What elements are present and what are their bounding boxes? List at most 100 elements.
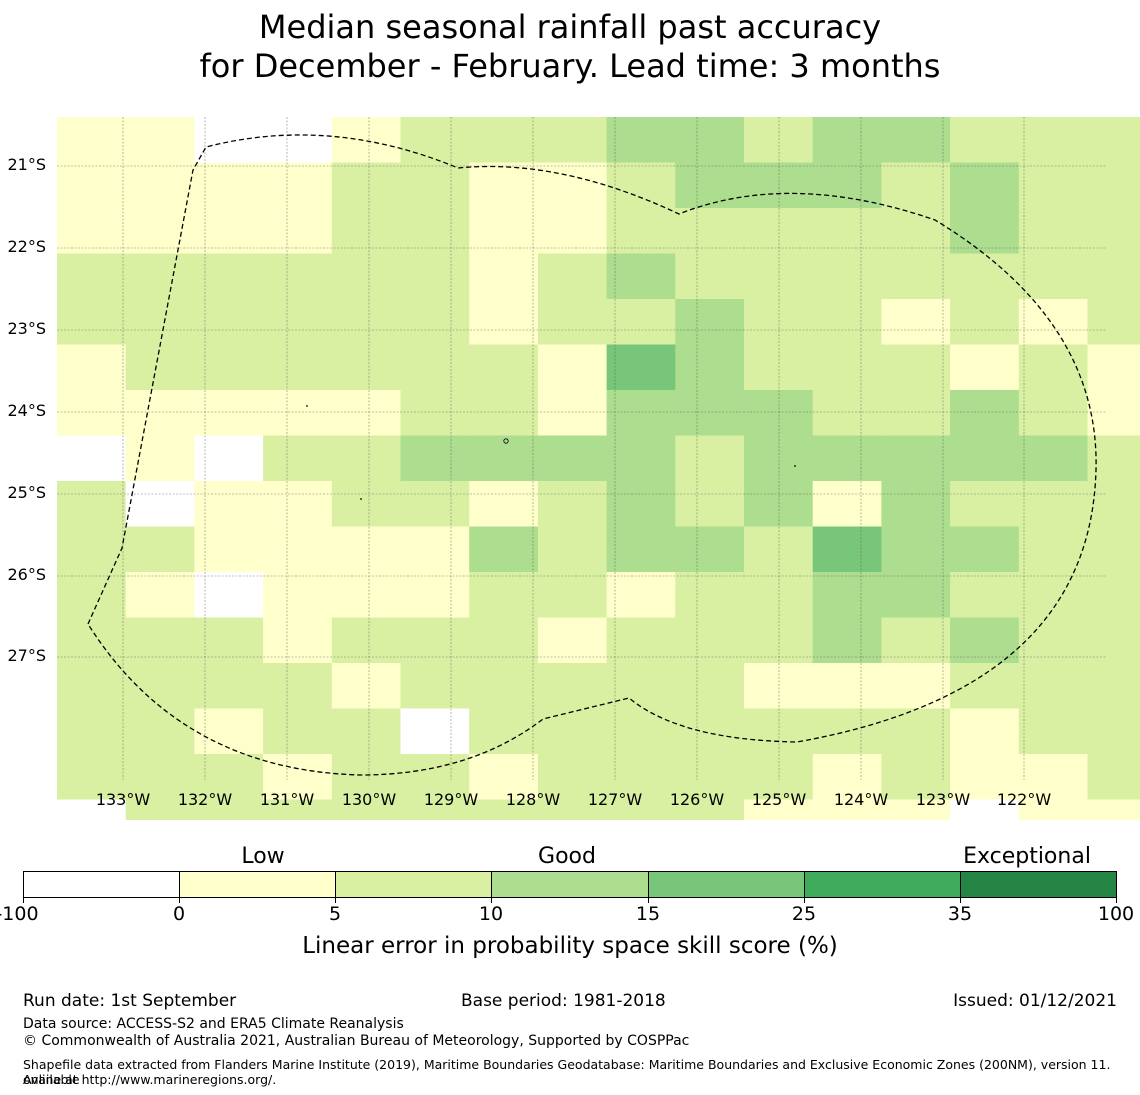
chart-title-line2: for December - February. Lead time: 3 mo… [199, 47, 941, 85]
skill-cell [606, 162, 676, 209]
skill-cell [263, 617, 333, 664]
skill-cell [1087, 162, 1140, 209]
skill-cell [194, 663, 264, 710]
skill-cell [744, 526, 814, 573]
base-period: Base period: 1981-2018 [461, 991, 666, 1011]
skill-cell [881, 754, 951, 801]
lon-label-130w: 130°W [341, 790, 397, 809]
skill-cell [675, 390, 745, 437]
skill-cell [400, 117, 470, 164]
skill-cell [400, 526, 470, 573]
skill-cell [57, 162, 127, 209]
skill-cell [537, 435, 608, 482]
skill-cell [331, 435, 402, 482]
skill-cell [812, 481, 882, 528]
skill-cell [812, 663, 882, 710]
skill-cell [950, 708, 1020, 755]
colorbar-tick: -100 [0, 903, 39, 925]
skill-cell [606, 299, 676, 346]
skill-cell [812, 754, 882, 801]
skill-cell [950, 344, 1020, 391]
skill-cell [194, 481, 264, 528]
skill-cell [1018, 663, 1089, 710]
skill-cell [263, 526, 333, 573]
skill-cell [744, 344, 814, 391]
skill-cell [537, 526, 608, 573]
skill-cell [263, 754, 333, 801]
skill-cell [675, 617, 745, 664]
skill-cell [331, 344, 402, 391]
skill-cell [57, 253, 127, 300]
skill-cell [537, 299, 608, 346]
skill-cell [537, 208, 608, 255]
skill-cell [675, 117, 745, 164]
skill-cell [1018, 708, 1089, 755]
skill-cell [1018, 799, 1089, 820]
skill-cell [469, 481, 539, 528]
skill-cell [1018, 208, 1089, 255]
skill-cell [57, 708, 127, 755]
skill-cell [469, 526, 539, 573]
colorbar-segment [960, 872, 1116, 897]
skill-cell [950, 526, 1020, 573]
skill-cell [263, 253, 333, 300]
skill-cell [675, 799, 745, 820]
skill-cell [812, 208, 882, 255]
colorbar-segment [648, 872, 805, 897]
skill-cell [950, 435, 1020, 482]
skill-cell [950, 572, 1020, 619]
shapefile-credit-line1: Shapefile data extracted from Flanders M… [23, 1057, 1111, 1087]
skill-cell [469, 435, 539, 482]
skill-cell [331, 162, 402, 209]
skill-cell [606, 754, 676, 801]
skill-cell [675, 663, 745, 710]
skill-cell [881, 708, 951, 755]
skill-cell [469, 162, 539, 209]
skill-cell [125, 526, 195, 573]
skill-cell [1087, 754, 1140, 801]
skill-cell [331, 390, 402, 437]
skill-cell [469, 754, 539, 801]
skill-cell [469, 708, 539, 755]
skill-cell [950, 208, 1020, 255]
lon-label-125w: 125°W [751, 790, 807, 809]
skill-cell [1018, 481, 1089, 528]
skill-cell [744, 162, 814, 209]
skill-cell [675, 344, 745, 391]
skill-cell [675, 435, 745, 482]
skill-cell [125, 435, 195, 482]
colorbar-tick: 25 [791, 903, 817, 925]
skill-cell [606, 799, 676, 820]
skill-cell [744, 572, 814, 619]
skill-cell [675, 299, 745, 346]
skill-cell [469, 663, 539, 710]
skill-cell [57, 299, 127, 346]
skill-cell [950, 617, 1020, 664]
colorbar-segment [804, 872, 961, 897]
skill-cell [812, 117, 882, 164]
skill-cell [263, 162, 333, 209]
eez-boundary [87, 134, 1097, 776]
skill-cell [881, 663, 951, 710]
skill-cell [744, 617, 814, 664]
skill-cell [400, 572, 470, 619]
skill-cell [1087, 117, 1140, 164]
skill-cell [537, 754, 608, 801]
skill-cell [812, 299, 882, 346]
skill-cell [469, 208, 539, 255]
skill-cell [744, 754, 814, 801]
colorbar [23, 871, 1117, 898]
skill-cell [331, 481, 402, 528]
skill-cell [331, 663, 402, 710]
skill-cell [881, 435, 951, 482]
lon-label-122w: 122°W [996, 790, 1052, 809]
skill-cell [194, 299, 264, 346]
skill-cell [675, 572, 745, 619]
skill-cell [331, 799, 402, 820]
skill-cell [606, 526, 676, 573]
skill-cell [125, 481, 195, 528]
skill-cell [881, 253, 951, 300]
skill-cell [125, 390, 195, 437]
shapefile-credit-line2: online at http://www.marineregions.org/. [23, 1072, 277, 1087]
skill-cell [194, 754, 264, 801]
